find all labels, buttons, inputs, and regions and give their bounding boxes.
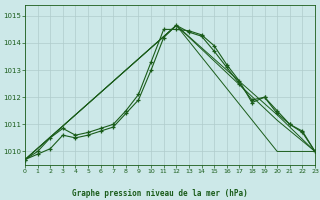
Text: Graphe pression niveau de la mer (hPa): Graphe pression niveau de la mer (hPa) [72,189,248,198]
